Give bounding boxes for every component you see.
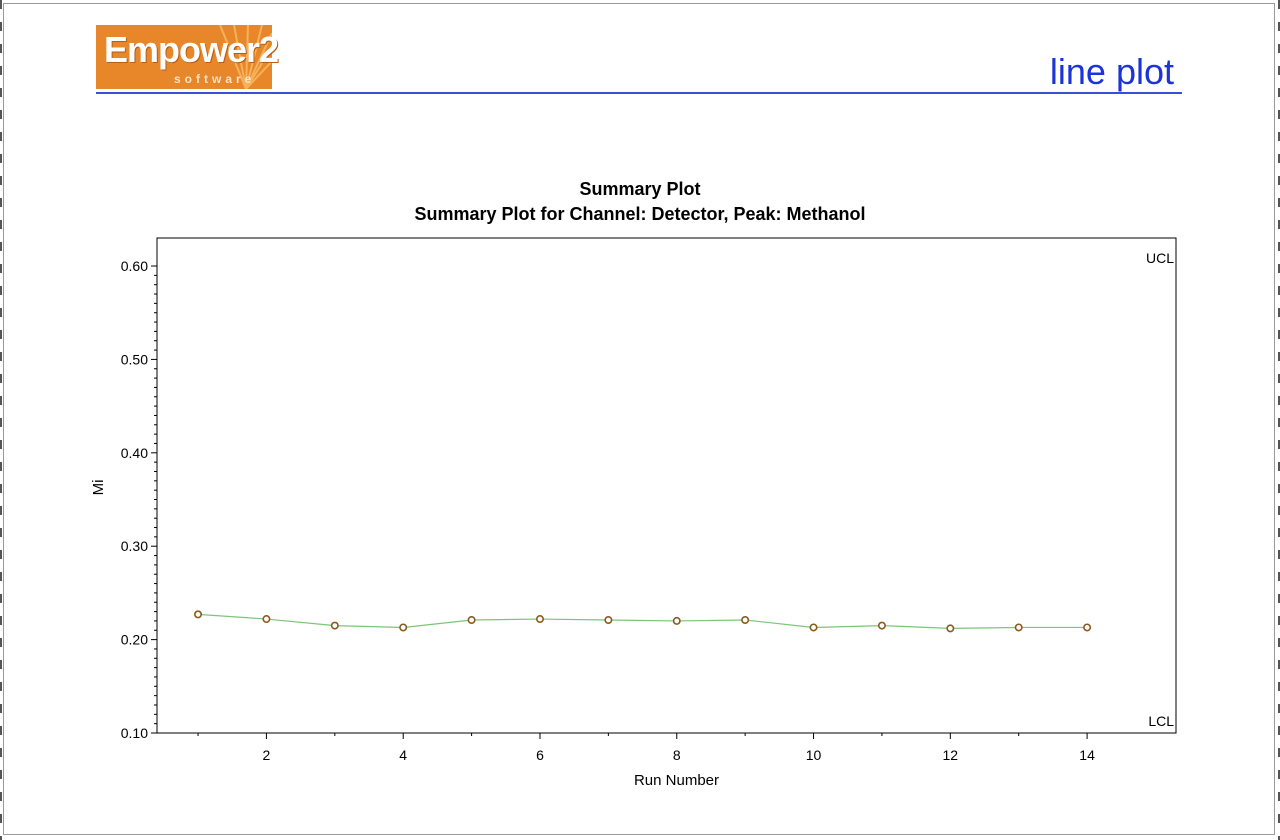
page-frame <box>3 3 1275 835</box>
data-point <box>741 615 750 624</box>
x-tick-label: 8 <box>673 747 681 763</box>
data-point <box>809 623 818 632</box>
y-tick-label: 0.10 <box>121 725 148 741</box>
data-point <box>1014 623 1023 632</box>
logo-subtitle: software <box>174 72 256 86</box>
logo-sunburst <box>96 25 272 89</box>
data-point <box>399 623 408 632</box>
series-line <box>197 613 1088 629</box>
chart-title: Summary Plot <box>579 179 701 199</box>
data-point <box>194 610 203 619</box>
x-tick-label: 6 <box>536 747 544 763</box>
plot-frame <box>156 237 1177 734</box>
x-tick-label: 14 <box>1079 747 1095 763</box>
y-tick-label: 0.20 <box>121 632 148 648</box>
data-point <box>467 615 476 624</box>
page-title: line plot <box>1049 51 1174 92</box>
header-divider <box>96 92 1182 94</box>
data-point <box>1083 623 1092 632</box>
data-point <box>946 624 955 633</box>
x-axis-label: Run Number <box>634 772 719 789</box>
lcl-label: LCL <box>1148 713 1174 729</box>
y-tick-label: 0.30 <box>121 538 148 554</box>
data-point <box>672 616 681 625</box>
data-point <box>262 615 271 624</box>
data-point <box>877 621 886 630</box>
ucl-label: UCL <box>1146 250 1174 266</box>
x-tick-label: 4 <box>399 747 407 763</box>
chart-subtitle: Summary Plot for Channel: Detector, Peak… <box>414 204 866 224</box>
y-tick-label: 0.60 <box>121 258 148 274</box>
empower-logo: Empower2 software <box>96 25 279 89</box>
x-tick-label: 10 <box>806 747 822 763</box>
x-tick-label: 12 <box>943 747 959 763</box>
x-tick-label: 2 <box>263 747 271 763</box>
y-tick-label: 0.40 <box>121 445 148 461</box>
data-point <box>330 621 339 630</box>
logo-name: Empower2 <box>104 29 279 70</box>
y-axis-label: Mi <box>90 480 107 496</box>
page-edge-left <box>0 0 2 840</box>
data-point <box>535 615 544 624</box>
page-edge-right <box>1278 0 1280 840</box>
data-point <box>604 615 613 624</box>
sunburst-icon <box>219 25 272 89</box>
y-tick-label: 0.50 <box>121 351 148 367</box>
